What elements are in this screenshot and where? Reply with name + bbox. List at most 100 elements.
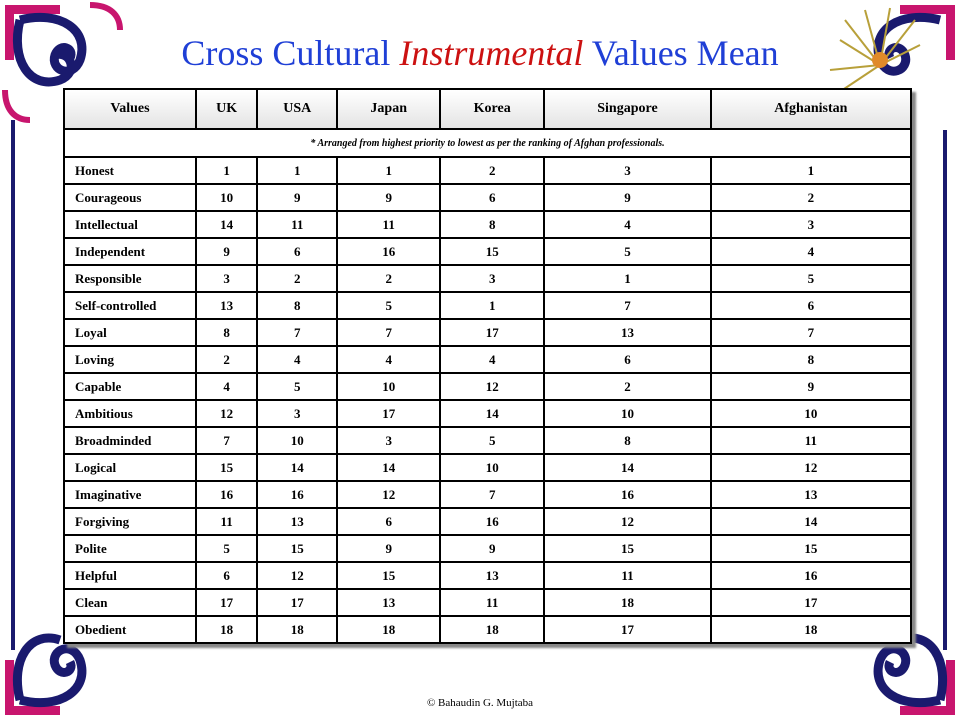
table-cell: 13: [256, 507, 339, 536]
table-cell: 7: [709, 318, 913, 347]
table-cell: 16: [194, 480, 259, 509]
table-cell: 9: [709, 372, 913, 401]
ornament-right-border: [935, 130, 955, 650]
header-korea: Korea: [439, 88, 546, 130]
table-cell: 6: [709, 291, 913, 320]
table-cell: 14: [543, 453, 712, 482]
table-cell: 4: [543, 210, 712, 239]
table-row: Loving 2 4 4 4 6 8: [63, 345, 913, 374]
title-part-3: Values Mean: [583, 33, 779, 73]
table-cell: 6: [543, 345, 712, 374]
table-cell: 16: [256, 480, 339, 509]
table-cell: 18: [336, 615, 442, 644]
row-label: Polite: [63, 534, 197, 563]
table-cell: 1: [256, 156, 339, 185]
table-cell: 17: [336, 399, 442, 428]
table-cell: 2: [709, 183, 913, 212]
table-cell: 10: [194, 183, 259, 212]
table-cell: 15: [336, 561, 442, 590]
row-label: Intellectual: [63, 210, 197, 239]
table-cell: 9: [439, 534, 546, 563]
row-label: Responsible: [63, 264, 197, 293]
row-label: Ambitious: [63, 399, 197, 428]
table-cell: 7: [256, 318, 339, 347]
row-label: Self-controlled: [63, 291, 197, 320]
table-note-row: * Arranged from highest priority to lowe…: [63, 128, 912, 158]
title-part-2: Instrumental: [399, 33, 584, 73]
table-cell: 14: [709, 507, 913, 536]
table-cell: 4: [439, 345, 546, 374]
header-uk: UK: [194, 88, 259, 130]
table-cell: 15: [709, 534, 913, 563]
table-cell: 11: [256, 210, 339, 239]
table-row: Helpful 6 12 15 13 11 16: [63, 561, 913, 590]
table-cell: 5: [336, 291, 442, 320]
table-row: Independent 9 6 16 15 5 4: [63, 237, 913, 266]
table-cell: 2: [194, 345, 259, 374]
table-row: Courageous 10 9 9 6 9 2: [63, 183, 913, 212]
table-cell: 5: [439, 426, 546, 455]
table-cell: 10: [709, 399, 913, 428]
table-cell: 18: [194, 615, 259, 644]
table-cell: 11: [194, 507, 259, 536]
table-cell: 11: [439, 588, 546, 617]
table-cell: 9: [543, 183, 712, 212]
table-cell: 18: [256, 615, 339, 644]
table-cell: 8: [194, 318, 259, 347]
table-cell: 4: [709, 237, 913, 266]
row-label: Forgiving: [63, 507, 197, 536]
table-cell: 16: [709, 561, 913, 590]
table-row: Intellectual 14 11 11 8 4 3: [63, 210, 913, 239]
table-cell: 6: [194, 561, 259, 590]
table-row: Honest 1 1 1 2 3 1: [63, 156, 913, 185]
table-cell: 14: [336, 453, 442, 482]
table-note: * Arranged from highest priority to lowe…: [63, 128, 912, 158]
table-cell: 15: [439, 237, 546, 266]
table-cell: 13: [194, 291, 259, 320]
table-cell: 11: [709, 426, 913, 455]
table-row: Imaginative 16 16 12 7 16 13: [63, 480, 913, 509]
table-cell: 2: [256, 264, 339, 293]
table-cell: 13: [336, 588, 442, 617]
table-cell: 7: [194, 426, 259, 455]
table-cell: 15: [543, 534, 712, 563]
row-label: Broadminded: [63, 426, 197, 455]
values-table-container: Values UK USA Japan Korea Singapore Afgh…: [63, 88, 913, 644]
table-cell: 5: [194, 534, 259, 563]
row-label: Helpful: [63, 561, 197, 590]
table-cell: 16: [439, 507, 546, 536]
table-cell: 13: [439, 561, 546, 590]
table-cell: 4: [336, 345, 442, 374]
table-cell: 5: [543, 237, 712, 266]
table-cell: 11: [543, 561, 712, 590]
table-cell: 14: [194, 210, 259, 239]
table-cell: 4: [256, 345, 339, 374]
row-label: Capable: [63, 372, 197, 401]
table-cell: 13: [709, 480, 913, 509]
table-cell: 15: [194, 453, 259, 482]
page-title: Cross Cultural Instrumental Values Mean: [0, 32, 960, 74]
table-cell: 18: [439, 615, 546, 644]
table-cell: 15: [256, 534, 339, 563]
table-cell: 12: [439, 372, 546, 401]
table-cell: 3: [194, 264, 259, 293]
table-cell: 6: [336, 507, 442, 536]
table-cell: 1: [543, 264, 712, 293]
ornament-left-border: [8, 120, 20, 650]
table-cell: 11: [336, 210, 442, 239]
table-cell: 16: [543, 480, 712, 509]
row-label: Loyal: [63, 318, 197, 347]
table-cell: 2: [336, 264, 442, 293]
table-cell: 14: [256, 453, 339, 482]
table-cell: 3: [439, 264, 546, 293]
table-row: Broadminded 7 10 3 5 8 11: [63, 426, 913, 455]
table-cell: 16: [336, 237, 442, 266]
table-cell: 8: [543, 426, 712, 455]
table-row: Self-controlled 13 8 5 1 7 6: [63, 291, 913, 320]
table-cell: 17: [543, 615, 712, 644]
table-cell: 7: [439, 480, 546, 509]
table-cell: 8: [709, 345, 913, 374]
table-cell: 12: [336, 480, 442, 509]
header-values: Values: [63, 88, 197, 130]
table-cell: 18: [543, 588, 712, 617]
